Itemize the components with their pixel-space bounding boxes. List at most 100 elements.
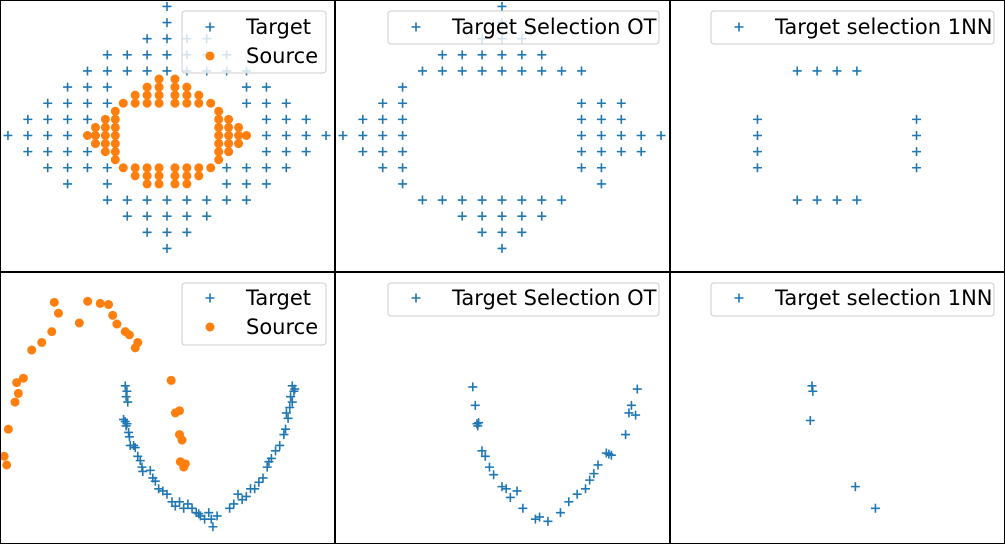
target-point <box>281 408 291 418</box>
source-point <box>49 297 59 307</box>
target-point <box>555 508 565 518</box>
target-point <box>656 131 666 140</box>
target-point <box>807 381 817 391</box>
source-point <box>170 163 180 173</box>
target-point <box>398 163 408 173</box>
target-point <box>437 195 447 205</box>
target-point <box>378 163 388 173</box>
target-point <box>281 131 291 140</box>
target-point <box>474 418 484 428</box>
target-point <box>616 114 626 124</box>
target-point <box>480 451 490 461</box>
source-point <box>3 424 13 434</box>
target-point <box>616 131 626 140</box>
target-point <box>577 147 587 157</box>
target-point <box>242 163 252 173</box>
source-point <box>194 90 204 100</box>
target-point <box>378 147 388 157</box>
target-point <box>468 382 478 392</box>
target-point <box>182 211 192 221</box>
target-point <box>577 131 587 140</box>
target-point <box>358 147 368 157</box>
source-point <box>110 147 120 157</box>
legend-frame <box>710 10 995 45</box>
target-point <box>832 195 842 205</box>
source-point <box>142 82 152 92</box>
target-point <box>596 147 606 157</box>
target-point <box>129 440 139 450</box>
target-point <box>3 131 13 140</box>
panel-moons-selection-1nn: Target selection 1NN <box>710 282 995 513</box>
target-point <box>281 147 291 157</box>
target-point <box>258 473 268 483</box>
target-point <box>497 243 507 253</box>
target-point <box>63 147 73 157</box>
source-point <box>170 90 180 100</box>
legend-frame <box>710 282 995 317</box>
target-point <box>82 163 92 173</box>
target-point <box>162 1 172 11</box>
target-point <box>212 511 222 521</box>
target-point <box>852 195 862 205</box>
source-point <box>130 98 140 108</box>
target-point <box>102 50 112 60</box>
target-point <box>852 66 862 76</box>
legend-marker-target-selection-1nn <box>734 22 744 32</box>
source-point <box>104 300 114 310</box>
target-point <box>512 486 522 496</box>
source-point <box>234 139 244 149</box>
legend-marker-target-selection-ot <box>411 293 421 303</box>
target-point <box>596 114 606 124</box>
source-point <box>206 163 216 173</box>
target-point <box>254 477 264 487</box>
target-point <box>202 211 212 221</box>
panel-marks <box>3 1 331 253</box>
source-point <box>90 139 100 149</box>
target-point <box>501 484 511 494</box>
source-point <box>177 435 187 445</box>
legend-label-target: Target <box>245 15 311 39</box>
source-point <box>133 337 143 347</box>
source-point <box>206 98 216 108</box>
target-point <box>43 114 53 124</box>
target-point <box>289 386 299 396</box>
target-point <box>162 489 172 499</box>
panel-moons-target-source: Target Source <box>0 282 327 532</box>
target-point <box>250 484 260 494</box>
legend-plus-marker <box>734 293 744 303</box>
target-point <box>222 179 232 189</box>
panel-frame <box>335 0 670 272</box>
target-point <box>437 66 447 76</box>
target-point <box>832 66 842 76</box>
target-point <box>261 82 271 92</box>
target-point <box>564 497 574 507</box>
source-point <box>154 179 164 189</box>
panel-marks <box>0 296 300 532</box>
target-point <box>596 163 606 173</box>
target-point <box>135 456 145 466</box>
target-point <box>812 66 822 76</box>
target-point <box>261 131 271 140</box>
target-point <box>577 163 587 173</box>
target-point <box>162 211 172 221</box>
target-point <box>585 475 595 485</box>
target-point <box>124 432 134 442</box>
target-point <box>130 443 140 453</box>
target-point <box>631 410 641 420</box>
target-point <box>518 503 528 513</box>
target-point <box>102 82 112 92</box>
target-point <box>596 131 606 140</box>
target-point <box>358 114 368 124</box>
target-point <box>82 98 92 108</box>
target-point <box>616 147 626 157</box>
target-point <box>162 243 172 253</box>
target-point <box>262 462 272 472</box>
target-point <box>222 163 232 173</box>
target-point <box>286 392 296 402</box>
legend-frame <box>181 282 327 346</box>
target-point <box>225 503 235 513</box>
target-point <box>183 499 193 509</box>
target-point <box>23 131 33 140</box>
legend: Target selection 1NN <box>710 10 995 45</box>
